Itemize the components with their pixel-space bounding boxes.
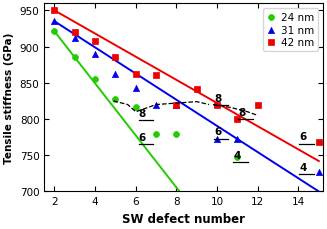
24 nm: [235, 156, 240, 160]
42 nm: [52, 10, 57, 13]
24 nm: [174, 133, 179, 136]
Text: 8: 8: [139, 109, 146, 119]
Text: 4: 4: [233, 150, 241, 160]
Text: 6: 6: [214, 127, 221, 137]
31 nm: [174, 103, 179, 107]
31 nm: [52, 20, 57, 24]
31 nm: [316, 170, 321, 174]
31 nm: [215, 137, 220, 141]
42 nm: [255, 103, 260, 107]
Text: 6: 6: [139, 133, 146, 143]
31 nm: [153, 103, 159, 107]
31 nm: [72, 37, 77, 41]
42 nm: [194, 87, 199, 91]
42 nm: [215, 103, 220, 107]
42 nm: [133, 73, 138, 77]
24 nm: [153, 133, 159, 136]
Text: 6: 6: [300, 132, 307, 142]
24 nm: [133, 106, 138, 110]
Y-axis label: Tensile stiffness (GPa): Tensile stiffness (GPa): [4, 33, 14, 163]
42 nm: [235, 118, 240, 121]
24 nm: [113, 98, 118, 101]
Text: 8: 8: [214, 94, 221, 104]
42 nm: [174, 103, 179, 107]
42 nm: [153, 74, 159, 77]
Text: 8: 8: [238, 107, 246, 117]
X-axis label: SW defect number: SW defect number: [122, 212, 245, 225]
Text: 4: 4: [300, 162, 307, 172]
24 nm: [93, 78, 98, 82]
24 nm: [72, 56, 77, 59]
42 nm: [72, 31, 77, 35]
31 nm: [133, 87, 138, 90]
31 nm: [93, 53, 98, 56]
31 nm: [113, 73, 118, 77]
24 nm: [52, 30, 57, 34]
42 nm: [113, 56, 118, 59]
42 nm: [316, 141, 321, 144]
31 nm: [235, 137, 240, 141]
Legend: 24 nm, 31 nm, 42 nm: 24 nm, 31 nm, 42 nm: [263, 9, 318, 52]
42 nm: [93, 40, 98, 44]
